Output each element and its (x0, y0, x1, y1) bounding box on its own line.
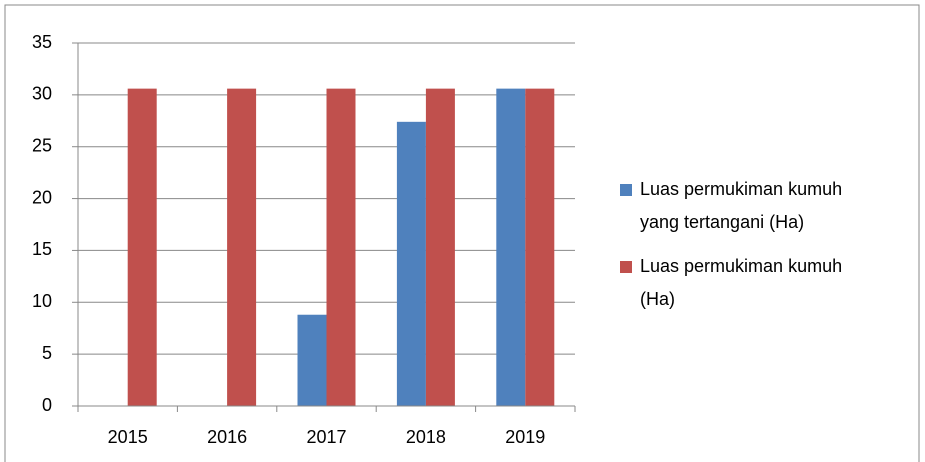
bar (297, 314, 327, 406)
y-tick-label: 20 (32, 187, 52, 207)
legend-label: Luas permukiman kumuh (Ha) (640, 256, 843, 309)
y-tick-label: 25 (32, 135, 52, 155)
bar (227, 88, 257, 407)
bar (127, 88, 157, 407)
bar (396, 121, 426, 406)
bar (496, 88, 526, 407)
x-tick-label: 2016 (207, 427, 247, 447)
y-tick-label: 5 (42, 343, 52, 363)
y-tick-label: 10 (32, 291, 52, 311)
legend-swatch (620, 184, 632, 196)
x-tick-label: 2017 (306, 427, 346, 447)
x-tick-label: 2019 (505, 427, 545, 447)
x-tick-label: 2018 (406, 427, 446, 447)
bar (326, 88, 356, 407)
legend-label: Luas permukiman kumuh yang tertangani (H… (640, 179, 843, 232)
bar (425, 88, 455, 407)
legend-swatch (620, 261, 632, 273)
y-tick-label: 0 (42, 395, 52, 415)
bar (525, 88, 555, 407)
x-tick-label: 2015 (108, 427, 148, 447)
chart-frame (4, 4, 920, 462)
y-tick-label: 35 (32, 32, 52, 52)
y-tick-label: 15 (32, 239, 52, 259)
y-tick-label: 30 (32, 84, 52, 104)
